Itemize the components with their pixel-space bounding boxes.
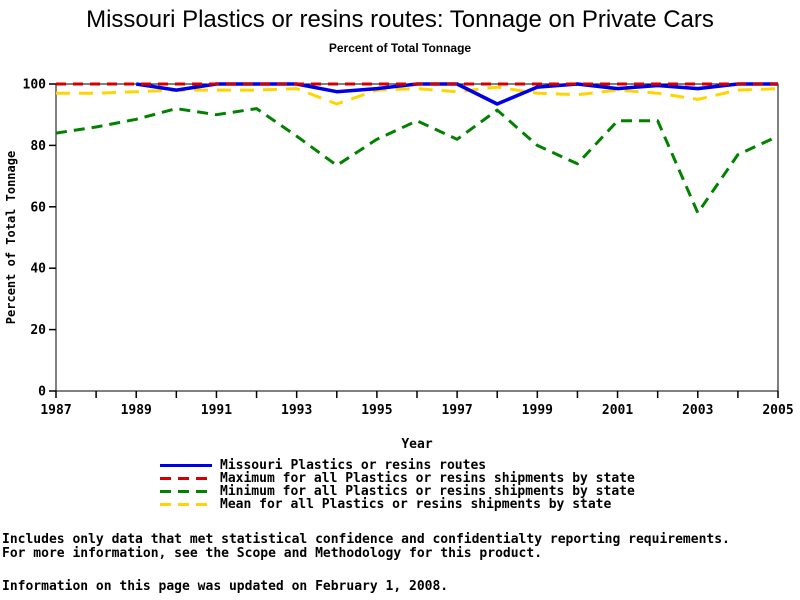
y-tick-label: 0	[38, 385, 46, 400]
legend-line-sample	[160, 503, 212, 506]
x-tick-label: 1997	[441, 403, 472, 418]
legend-item-3: Mean for all Plastics or resins shipment…	[160, 498, 635, 511]
chart-title: Missouri Plastics or resins routes: Tonn…	[86, 6, 714, 33]
legend-label: Missouri Plastics or resins routes	[220, 458, 487, 473]
chart-legend: Missouri Plastics or resins routes Maximu…	[160, 459, 635, 511]
x-tick-label: 1991	[201, 403, 232, 418]
series-line-0	[135, 82, 778, 106]
legend-label: Maximum for all Plastics or resins shipm…	[220, 471, 635, 486]
legend-label: Mean for all Plastics or resins shipment…	[220, 497, 612, 512]
y-tick-label: 40	[30, 262, 46, 277]
x-tick-label: 1995	[361, 403, 392, 418]
footnote-confidentiality: Includes only data that met statistical …	[2, 532, 730, 547]
legend-line-sample	[160, 464, 212, 467]
legend-item-2: Minimum for all Plastics or resins shipm…	[160, 485, 635, 498]
legend-line-sample	[160, 490, 212, 493]
y-axis-ticks: 0 20 40 60 80 100	[23, 78, 56, 400]
chart-plot-area: 0 20 40 60 80 100 1987 1989 1991 1993 1995 1997 1999…	[4, 78, 794, 453]
footnote-updated-date: Information on this page was updated on …	[2, 579, 449, 594]
footnote-scope-methodology: For more information, see the Scope and …	[2, 546, 543, 561]
x-tick-label: 2001	[602, 403, 633, 418]
series-line-2	[55, 107, 779, 215]
y-tick-label: 60	[30, 200, 46, 215]
x-tick-label: 1993	[281, 403, 312, 418]
x-tick-label: 1999	[522, 403, 553, 418]
x-tick-label: 1987	[40, 403, 71, 418]
chart-subtitle: Percent of Total Tonnage	[328, 41, 472, 55]
y-tick-label: 100	[23, 78, 47, 93]
x-axis-label: Year	[401, 437, 432, 452]
x-axis-ticks: 1987 1989 1991 1993 1995 1997 1999 2001 2003 2005	[40, 391, 794, 418]
x-tick-label: 2005	[762, 403, 793, 418]
legend-item-0: Missouri Plastics or resins routes	[160, 459, 635, 472]
x-tick-label: 1989	[121, 403, 152, 418]
legend-line-sample	[160, 477, 212, 480]
plot-frame	[55, 83, 779, 392]
legend-label: Minimum for all Plastics or resins shipm…	[220, 484, 635, 499]
x-tick-label: 2003	[682, 403, 713, 418]
y-tick-label: 80	[30, 139, 46, 154]
y-tick-label: 20	[30, 323, 46, 338]
y-axis-label: Percent of Total Tonnage	[4, 151, 18, 324]
legend-item-1: Maximum for all Plastics or resins shipm…	[160, 472, 635, 485]
